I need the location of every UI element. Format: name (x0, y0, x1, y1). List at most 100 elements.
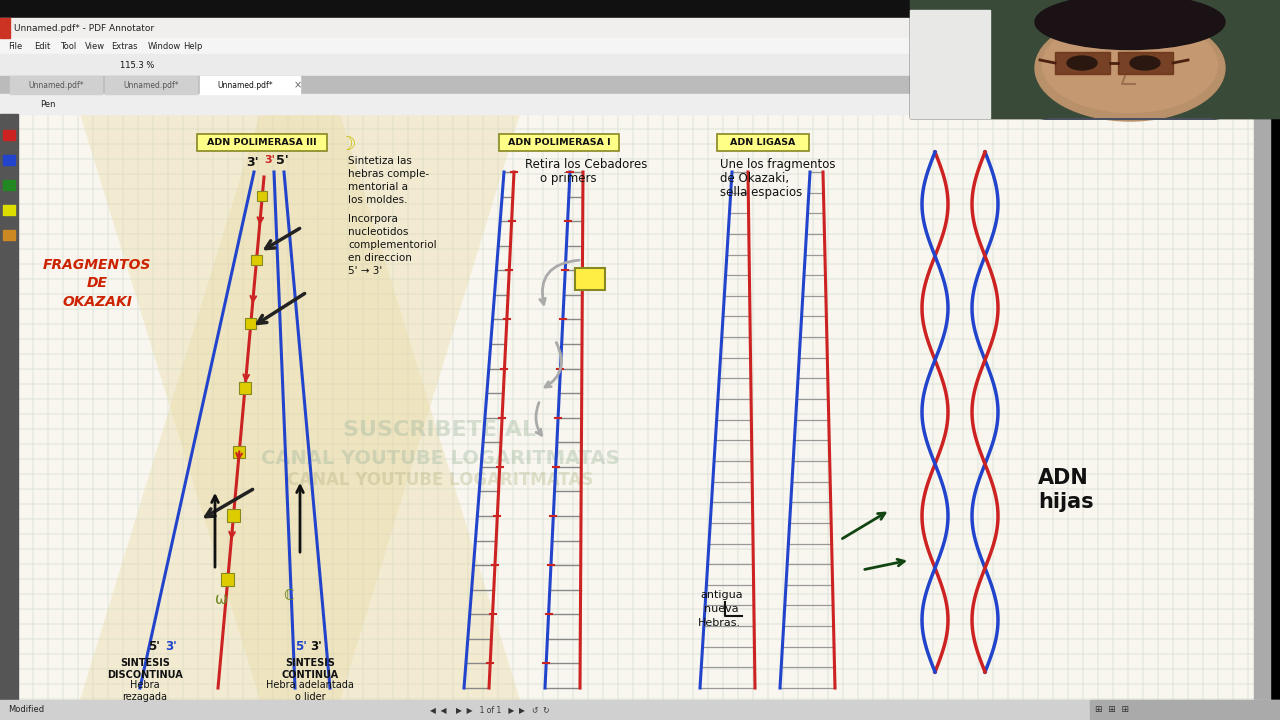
Text: 3': 3' (246, 156, 259, 168)
Bar (239, 382, 251, 394)
Ellipse shape (1036, 0, 1225, 50)
Text: 5': 5' (276, 153, 289, 166)
Bar (18, 114, 1254, 700)
Bar (0, 54, 910, 76)
Text: File: File (8, 42, 22, 50)
Polygon shape (81, 114, 520, 700)
Text: complementoriol: complementoriol (348, 240, 436, 250)
Text: hebras comple-: hebras comple- (348, 169, 429, 179)
Text: mentorial a: mentorial a (348, 182, 408, 192)
Text: Help: Help (183, 42, 204, 50)
Text: ☽: ☽ (338, 135, 356, 153)
Text: Sintetiza las: Sintetiza las (348, 156, 412, 166)
Text: los moldes.: los moldes. (348, 195, 407, 205)
Text: Modified: Modified (8, 706, 44, 714)
Text: SINTESIS
DISCONTINUA: SINTESIS DISCONTINUA (108, 658, 183, 680)
Bar (221, 573, 234, 586)
Bar (105, 76, 197, 94)
Polygon shape (1039, 118, 1220, 120)
Bar (0, 94, 910, 114)
Ellipse shape (1068, 56, 1097, 70)
Bar (233, 446, 246, 458)
Text: Incorpora: Incorpora (348, 214, 398, 224)
Bar (228, 509, 239, 522)
Bar (910, 0, 1280, 118)
Bar (1055, 52, 1110, 74)
Bar (575, 268, 605, 290)
Text: ADN
hijas: ADN hijas (1038, 467, 1093, 513)
Bar (0, 0, 1280, 18)
Bar (1091, 700, 1280, 720)
Text: de Okazaki,: de Okazaki, (719, 172, 790, 185)
Bar (257, 192, 268, 201)
Bar (910, 10, 989, 118)
Bar (246, 318, 256, 330)
Text: nueva: nueva (704, 604, 739, 614)
Bar (910, 0, 1280, 118)
Text: ⊞  ⊞  ⊞: ⊞ ⊞ ⊞ (1094, 706, 1129, 714)
Ellipse shape (1042, 17, 1217, 112)
Polygon shape (81, 114, 520, 700)
Text: ℂ: ℂ (283, 588, 293, 603)
Text: 5': 5' (148, 639, 160, 652)
Bar (0, 76, 910, 94)
Bar (0, 114, 18, 706)
Bar (200, 76, 300, 94)
FancyBboxPatch shape (197, 134, 326, 151)
Text: 3': 3' (264, 155, 275, 165)
Bar (3, 205, 15, 215)
Text: FRAGMENTOS
DE
OKAZAKI: FRAGMENTOS DE OKAZAKI (42, 258, 151, 309)
Text: SINTESIS
CONTINUA: SINTESIS CONTINUA (282, 658, 339, 680)
Text: Unnamed.pdf* - PDF Annotator: Unnamed.pdf* - PDF Annotator (14, 24, 154, 32)
Text: View: View (86, 42, 105, 50)
Text: ×: × (294, 80, 302, 90)
Text: CANAL YOUTUBE LOGARITMATAS: CANAL YOUTUBE LOGARITMATAS (287, 471, 593, 489)
Text: Edit: Edit (33, 42, 50, 50)
Text: o primers: o primers (540, 172, 596, 185)
Bar (1117, 52, 1172, 74)
Text: 3': 3' (310, 639, 321, 652)
Bar (0, 700, 1280, 720)
Text: CANAL YOUTUBE LOGARITMATAS: CANAL YOUTUBE LOGARITMATAS (261, 449, 620, 467)
Text: ADN POLIMERASA III: ADN POLIMERASA III (207, 138, 317, 147)
Text: Unnamed.pdf*: Unnamed.pdf* (123, 81, 179, 89)
Bar (0, 18, 10, 38)
Text: Extras: Extras (111, 42, 138, 50)
Text: antigua: antigua (700, 590, 742, 600)
Text: 3': 3' (165, 639, 177, 652)
Text: ω: ω (215, 593, 228, 608)
Bar (3, 180, 15, 190)
Text: Hebras.: Hebras. (698, 618, 741, 628)
Text: SUSCRIBETE AL: SUSCRIBETE AL (343, 420, 536, 440)
Text: Tool: Tool (60, 42, 76, 50)
Bar (18, 114, 1254, 700)
Text: en direccion: en direccion (348, 253, 412, 263)
Text: ◀  ◀    ▶  ▶   1 of 1   ▶  ▶   ↺  ↻: ◀ ◀ ▶ ▶ 1 of 1 ▶ ▶ ↺ ↻ (430, 706, 549, 714)
Text: 5' → 3': 5' → 3' (348, 266, 383, 276)
Text: ADN LIGASA: ADN LIGASA (731, 138, 796, 147)
Text: 5': 5' (294, 639, 307, 652)
Text: Unnamed.pdf*: Unnamed.pdf* (218, 81, 273, 89)
Bar (3, 130, 15, 140)
Bar (3, 155, 15, 165)
Ellipse shape (1130, 56, 1160, 70)
Text: Retira los Cebadores: Retira los Cebadores (525, 158, 648, 171)
Text: ADN POLIMERASA I: ADN POLIMERASA I (508, 138, 611, 147)
Text: sella espacios: sella espacios (719, 186, 803, 199)
Bar (10, 76, 102, 94)
Text: Pen: Pen (40, 99, 55, 109)
Text: Une los fragmentos: Une los fragmentos (719, 158, 836, 171)
Text: Window: Window (147, 42, 180, 50)
Text: Unnamed.pdf*: Unnamed.pdf* (28, 81, 83, 89)
Text: nucleotidos: nucleotidos (348, 227, 408, 237)
FancyBboxPatch shape (717, 134, 809, 151)
Text: 115.3 %: 115.3 % (120, 60, 155, 70)
FancyBboxPatch shape (499, 134, 620, 151)
Bar (3, 230, 15, 240)
Bar (0, 38, 910, 54)
Text: Hebra adelantada
o lider: Hebra adelantada o lider (266, 680, 355, 703)
Bar (251, 255, 262, 265)
Text: Hebra
rezagada: Hebra rezagada (123, 680, 168, 703)
Bar (1254, 114, 1270, 706)
Bar (0, 18, 910, 38)
